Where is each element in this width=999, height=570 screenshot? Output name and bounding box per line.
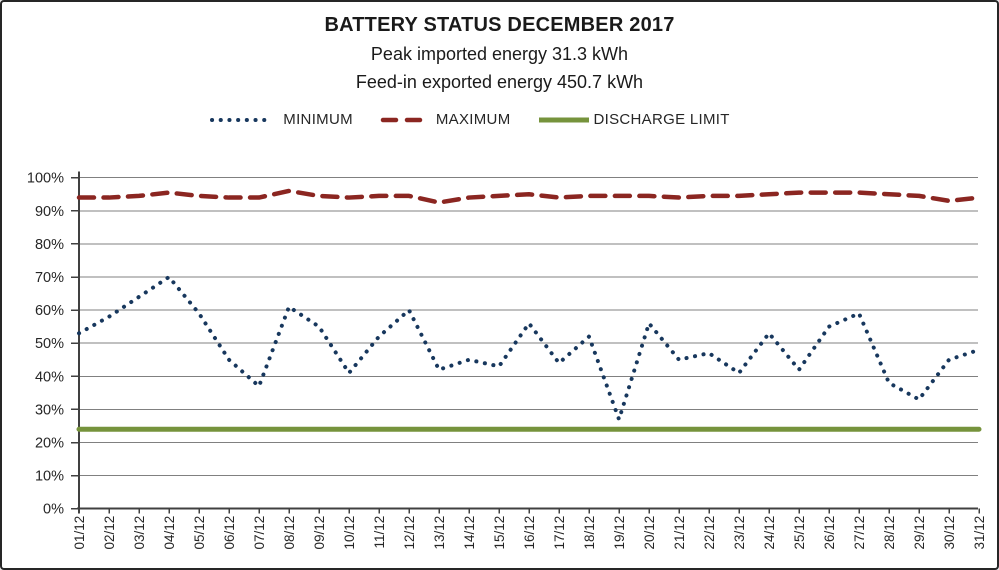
x-axis-label: 17/12	[552, 516, 567, 550]
x-axis-label: 09/12	[312, 516, 327, 550]
y-axis-label: 50%	[35, 336, 64, 352]
y-axis-label: 10%	[35, 469, 64, 485]
chart-title: BATTERY STATUS DECEMBER 2017	[324, 14, 675, 36]
horizontal-gridlines	[79, 177, 978, 477]
y-axis-label: 80%	[35, 237, 64, 253]
x-axis-label: 12/12	[402, 516, 417, 550]
chart-header: BATTERY STATUS DECEMBER 2017 Peak import…	[2, 2, 997, 128]
x-axis-label: 10/12	[342, 516, 357, 550]
y-axis-label: 0%	[43, 502, 64, 518]
x-axis-label: 30/12	[942, 516, 957, 550]
x-axis-label: 22/12	[702, 516, 717, 550]
x-axis-label: 01/12	[72, 516, 87, 550]
x-axis-label: 13/12	[432, 516, 447, 550]
x-axis-label: 27/12	[852, 516, 867, 550]
x-axis-label: 28/12	[882, 516, 897, 550]
x-axis-label: 31/12	[972, 516, 987, 550]
x-axis-label: 15/12	[492, 516, 507, 550]
x-axis-label: 25/12	[792, 516, 807, 550]
x-axis-label: 16/12	[522, 516, 537, 550]
x-axis-label: 11/12	[372, 516, 387, 549]
legend-item-maximum: MAXIMUM	[380, 111, 511, 128]
chart-subtitle-peak-imported: Peak imported energy 31.3 kWh	[370, 44, 629, 64]
x-axis-label: 08/12	[282, 516, 297, 550]
y-axis-label: 60%	[35, 303, 64, 319]
x-axis-label: 21/12	[672, 516, 687, 550]
x-axis-labels: 01/12 02/12 03/12 04/12 05/12 06/12 07/12 08/12…	[72, 516, 987, 550]
series-maximum	[76, 188, 982, 205]
y-axis-label: 90%	[35, 204, 64, 220]
chart-legend: MINIMUM MAXIMUM DISCHARGE LIMIT	[2, 111, 967, 128]
series-maximum-line	[76, 188, 982, 205]
maximum-dashed-line-sample	[380, 117, 424, 122]
x-axis-label: 29/12	[912, 516, 927, 550]
x-axis-label: 20/12	[642, 516, 657, 550]
x-axis-label: 05/12	[192, 516, 207, 550]
x-axis-label: 02/12	[102, 516, 117, 550]
legend-label-discharge-limit: DISCHARGE LIMIT	[593, 111, 730, 128]
tick-marks	[71, 176, 980, 514]
x-axis-label: 07/12	[252, 516, 267, 550]
x-axis-label: 14/12	[462, 516, 477, 550]
legend-label-maximum: MAXIMUM	[435, 111, 511, 128]
x-axis-label: 04/12	[162, 516, 177, 550]
x-axis-label: 06/12	[222, 516, 237, 550]
discharge-limit-line-sample	[538, 117, 589, 122]
x-axis-label: 26/12	[822, 516, 837, 550]
y-axis-label: 20%	[35, 436, 64, 452]
y-axis-label: 30%	[35, 402, 64, 418]
x-axis-label: 23/12	[732, 516, 747, 550]
y-axis-label: 40%	[35, 369, 64, 385]
legend-item-discharge-limit: DISCHARGE LIMIT	[538, 111, 730, 128]
y-axis-labels: 0% 10% 20% 30% 40% 50% 60% 70% 80% 90% 100%	[27, 171, 64, 518]
x-axis-label: 03/12	[132, 516, 147, 550]
series-minimum	[77, 275, 981, 422]
x-axis-label: 19/12	[612, 516, 627, 550]
minimum-dotted-line-sample	[210, 117, 271, 122]
y-axis-label: 70%	[35, 270, 64, 286]
series-minimum-line	[77, 275, 981, 422]
y-axis-label: 100%	[27, 171, 64, 187]
legend-item-minimum: MINIMUM	[209, 111, 353, 128]
legend-label-minimum: MINIMUM	[283, 111, 353, 128]
chart-subtitle-feedin-exported: Feed-in exported energy 450.7 kWh	[355, 72, 644, 92]
x-axis-label: 18/12	[582, 516, 597, 550]
x-axis-label: 24/12	[762, 516, 777, 550]
